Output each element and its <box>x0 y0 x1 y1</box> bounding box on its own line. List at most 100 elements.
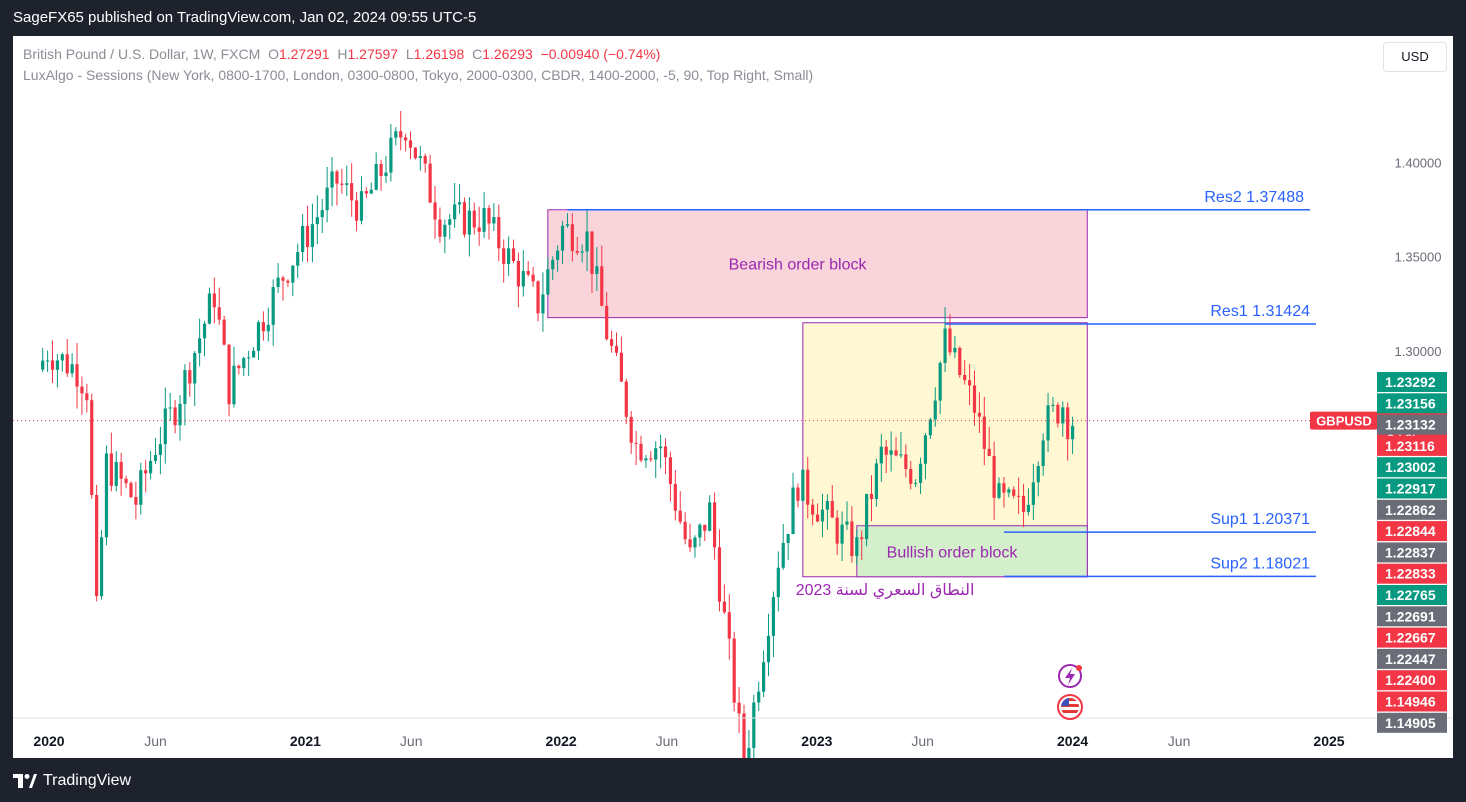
low-label: L <box>405 46 414 62</box>
footer-bar: TradingView <box>0 760 1466 802</box>
level-label: Sup2 1.18021 <box>1210 555 1310 572</box>
candle-body <box>791 487 795 535</box>
candle-body <box>178 403 182 426</box>
candle-body <box>953 347 957 353</box>
price-tag <box>1377 435 1447 456</box>
candle-body <box>438 219 442 237</box>
candle-body <box>845 521 849 525</box>
candle-body <box>992 456 996 498</box>
candle-body <box>364 191 368 194</box>
candle-body <box>762 662 766 692</box>
candle-body <box>811 504 815 515</box>
price-tag-value: 1.22400 <box>1385 672 1436 688</box>
open-label: O <box>268 46 279 62</box>
candle-body <box>923 435 928 464</box>
levels-layer: Res2 1.37488 Res1 1.31424 Sup1 1.20371 Sup2… <box>13 189 1377 578</box>
candle-body <box>815 514 820 522</box>
price-tag-value: 1.23116 <box>1385 438 1435 454</box>
candle-body <box>771 597 776 636</box>
candle-body <box>698 524 702 538</box>
candle-body <box>457 202 462 205</box>
price-tag-value: 1.23156 <box>1385 395 1436 411</box>
symbol-tag <box>1310 411 1378 430</box>
candle-body <box>325 187 329 211</box>
change-value: −0.00940 (−0.74%) <box>540 46 661 62</box>
level-label: Sup1 1.20371 <box>1210 511 1310 528</box>
candle-body <box>354 200 359 221</box>
candle-body <box>879 446 883 464</box>
candle-body <box>104 453 109 538</box>
candle-body <box>766 635 771 663</box>
price-tag-value: 1.23002 <box>1385 459 1436 475</box>
lightning-icon[interactable] <box>1058 664 1082 688</box>
candle-body <box>806 469 810 505</box>
candle-body <box>776 567 780 598</box>
candle-body <box>605 305 609 340</box>
candle-body <box>1031 482 1035 505</box>
candle-body <box>163 408 167 445</box>
candle-body <box>609 339 614 346</box>
candle-body <box>639 443 643 461</box>
candle-body <box>1021 495 1026 512</box>
candle-body <box>781 543 785 568</box>
candle-body <box>526 271 530 275</box>
price-tag <box>1377 648 1447 669</box>
price-tag <box>1377 478 1447 499</box>
candle-body <box>168 407 172 409</box>
candle-body <box>462 202 467 235</box>
price-tag <box>1377 499 1447 520</box>
us-flag-icon[interactable] <box>1057 694 1083 720</box>
level-label: Res1 1.31424 <box>1210 303 1310 320</box>
candle-body <box>423 156 427 164</box>
y-tick-label: 1.30000 <box>1395 344 1442 359</box>
candle-body <box>301 225 305 253</box>
tradingview-logo[interactable]: TradingView <box>13 772 131 790</box>
candle-body <box>850 521 854 557</box>
candle-body <box>477 227 481 232</box>
price-tag <box>1377 670 1447 691</box>
candle-body <box>217 307 221 320</box>
candle-body <box>75 364 79 387</box>
chart-canvas[interactable]: Bearish order block النطاق السعري لسنة 20… <box>13 36 1453 758</box>
candle-body <box>188 370 192 384</box>
candle-body <box>55 360 60 370</box>
candle-body <box>296 252 300 266</box>
price-tag-value: 1.22667 <box>1385 630 1436 646</box>
candle-body <box>801 469 805 501</box>
candle-body <box>1046 405 1050 441</box>
candle-body <box>590 231 594 274</box>
candle-body <box>359 191 364 221</box>
candle-body <box>50 360 55 370</box>
price-tag <box>1377 372 1447 392</box>
brand-text: TradingView <box>43 772 132 789</box>
candle-body <box>511 248 516 262</box>
candle-body <box>585 231 589 252</box>
candle-body <box>634 442 638 444</box>
candle-body <box>727 612 731 639</box>
candle-body <box>938 362 942 401</box>
candle-body <box>673 483 677 511</box>
candle-body <box>335 171 339 184</box>
candle-body <box>899 454 903 456</box>
candle-body <box>928 419 932 436</box>
low-value: 1.26198 <box>413 46 465 62</box>
candle-body <box>418 156 422 159</box>
candle-body <box>90 400 94 495</box>
price-tag-value: 1.22917 <box>1385 481 1436 497</box>
currency-button[interactable]: USD <box>1383 42 1447 72</box>
candle-body <box>580 251 584 253</box>
candle-body <box>227 344 231 405</box>
candle-body <box>109 453 113 486</box>
candle-body <box>99 537 104 597</box>
candle-body <box>644 458 648 461</box>
candle-body <box>247 357 251 359</box>
indicator-text: LuxAlgo - Sessions (New York, 0800-1700,… <box>23 67 814 83</box>
candle-body <box>614 345 619 353</box>
candle-body <box>654 448 658 460</box>
candle-body <box>521 271 525 287</box>
candle-body <box>560 225 565 251</box>
candle-body <box>693 537 697 548</box>
candle-body <box>276 277 280 288</box>
x-tick-label: 2022 <box>546 733 577 749</box>
candle-body <box>933 400 937 420</box>
